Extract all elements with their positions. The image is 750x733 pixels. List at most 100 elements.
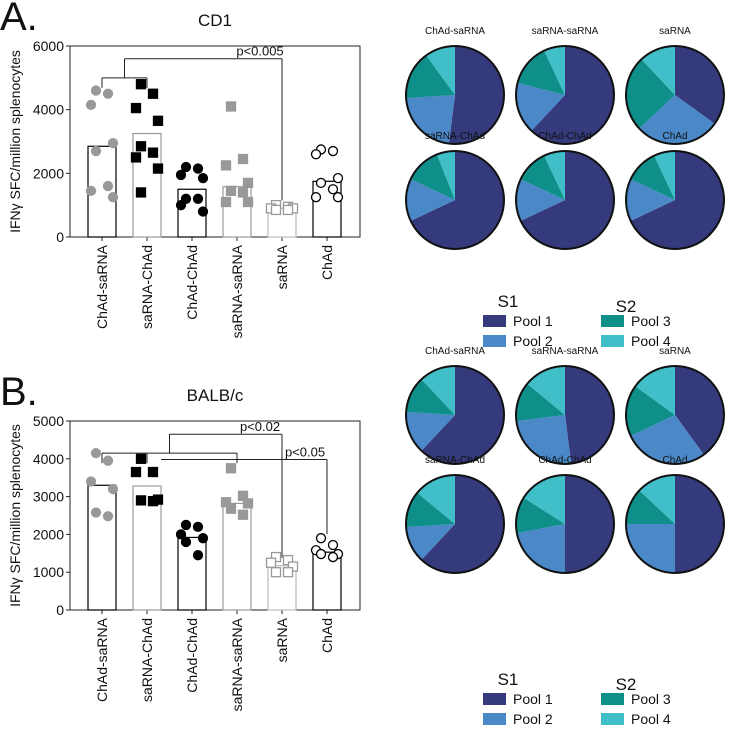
pie-title: ChAd-ChAd (538, 131, 591, 142)
data-point (90, 447, 102, 459)
pie-outline (515, 150, 615, 250)
data-point (192, 193, 204, 204)
y-axis-label: IFNγ SFC/million splenocytes (7, 424, 23, 607)
pie-outline (405, 45, 505, 145)
x-tick-label: ChAd-saRNA (94, 244, 110, 329)
pie-outline (625, 45, 725, 145)
x-tick-label: ChAd (319, 618, 335, 653)
pie-slice-2 (639, 95, 715, 145)
data-point (102, 455, 114, 466)
legend-label: Pool 3 (631, 691, 671, 707)
pie-slice-1 (448, 46, 505, 144)
data-point (107, 137, 119, 149)
data-point (135, 495, 147, 506)
pie-slice-3 (630, 155, 675, 200)
data-point (225, 185, 237, 196)
data-point (332, 192, 344, 203)
data-point (315, 533, 327, 544)
data-point (237, 187, 249, 198)
data-point (135, 187, 147, 198)
bar (222, 502, 252, 611)
data-point (225, 503, 237, 514)
pie-slice-4 (544, 151, 565, 200)
data-point (197, 172, 209, 184)
pie-slice-2 (405, 411, 455, 451)
data-point (85, 476, 97, 487)
pie-slice-1 (520, 151, 614, 249)
pie-slice-1 (410, 151, 504, 249)
legend-label: Pool 4 (631, 711, 671, 727)
data-point (175, 169, 187, 181)
y-tick-label: 2000 (33, 526, 64, 542)
pie-slice-4 (417, 475, 455, 524)
data-point (327, 184, 339, 195)
data-point (180, 519, 192, 531)
plot-frame (69, 45, 361, 238)
data-point (237, 153, 249, 165)
data-point (270, 567, 282, 578)
data-point (90, 85, 102, 96)
pie-slice-4 (639, 475, 675, 524)
x-tick-label: saRNA-saRNA (229, 617, 245, 711)
data-point (242, 498, 254, 509)
pie-outline (405, 150, 505, 250)
data-point (175, 529, 187, 540)
data-point (147, 147, 159, 158)
panel-label: A. (0, 0, 38, 39)
pie-title: saRNA (659, 26, 691, 37)
data-point (332, 172, 344, 184)
data-point (315, 177, 327, 189)
data-point (135, 141, 147, 152)
data-point (327, 551, 339, 563)
x-tick-label: saRNA (274, 244, 290, 289)
pie-slice-2 (516, 179, 565, 221)
pie-outline (625, 150, 725, 250)
legend-s2-heading: S2 (616, 675, 637, 694)
data-point (147, 466, 159, 478)
pie-slice-2 (406, 524, 455, 560)
legend-label: Pool 1 (513, 691, 553, 707)
pie-slice-2 (516, 524, 565, 573)
pie-slice-3 (515, 383, 565, 422)
pie-slice-2 (406, 95, 455, 144)
pie-slice-1 (421, 475, 504, 573)
pie-slice-3 (406, 55, 455, 99)
x-tick-label: saRNA (274, 617, 290, 662)
pie-title: saRNA-ChAd (425, 131, 485, 142)
data-point (152, 115, 164, 126)
data-point (107, 483, 119, 495)
chart-title: CD1 (198, 11, 232, 30)
pie-slice-1 (531, 46, 615, 145)
pie-slice-3 (406, 379, 455, 415)
y-tick-label: 0 (56, 602, 64, 618)
pie-slice-1 (675, 46, 724, 124)
data-point (225, 463, 237, 474)
pie-title: saRNA (659, 346, 691, 357)
pie-slice-2 (516, 82, 565, 131)
pie-outline (515, 474, 615, 574)
data-point (310, 149, 322, 160)
pie-slice-4 (544, 46, 565, 95)
data-point (85, 185, 97, 196)
data-point (327, 539, 339, 551)
pie-title: saRNA-ChAd (425, 455, 485, 466)
data-point (197, 533, 209, 544)
pie-slice-2 (516, 415, 572, 464)
data-point (90, 145, 102, 157)
pie-slice-4 (635, 366, 675, 415)
pie-title: ChAd (662, 455, 687, 466)
data-point (85, 99, 97, 111)
pie-slice-3 (625, 59, 675, 129)
pie-slice-1 (630, 151, 724, 249)
pie-slice-3 (410, 154, 455, 200)
data-point (130, 152, 142, 163)
bar (87, 484, 117, 611)
panel-label: B. (0, 370, 38, 414)
pie-slice-4 (527, 366, 565, 415)
data-point (192, 550, 204, 561)
data-point (180, 536, 192, 548)
pie-slice-3 (626, 386, 675, 436)
data-point (315, 548, 327, 560)
data-point (220, 160, 232, 171)
data-point (180, 161, 192, 173)
